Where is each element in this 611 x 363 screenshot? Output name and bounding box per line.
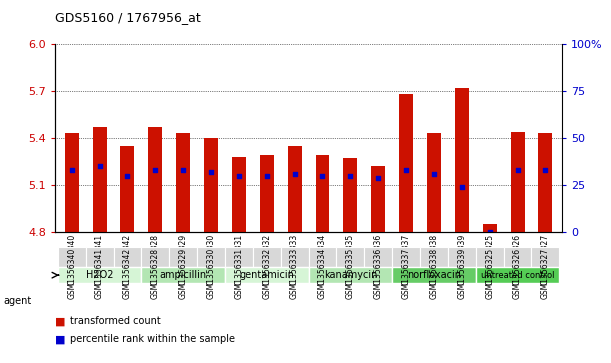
- Bar: [392, 247, 420, 267]
- Bar: [476, 247, 503, 267]
- Point: [178, 167, 188, 173]
- Point: [429, 171, 439, 177]
- Bar: [225, 247, 253, 267]
- Text: ampicillin: ampicillin: [159, 270, 207, 280]
- Bar: [280, 247, 309, 267]
- Bar: [427, 133, 441, 232]
- Bar: [309, 247, 337, 267]
- Text: ■: ■: [55, 334, 65, 344]
- Bar: [65, 133, 79, 232]
- Text: ■: ■: [55, 316, 65, 326]
- Text: GSM1356329: GSM1356329: [178, 248, 188, 299]
- Bar: [392, 267, 476, 283]
- Bar: [448, 247, 476, 267]
- Bar: [141, 267, 225, 283]
- Bar: [58, 267, 141, 283]
- Bar: [503, 247, 532, 267]
- Bar: [225, 267, 309, 283]
- Bar: [197, 247, 225, 267]
- Text: GSM1356326: GSM1356326: [513, 248, 522, 299]
- Point: [290, 171, 299, 177]
- Text: gentamicin: gentamicin: [240, 270, 294, 280]
- Text: percentile rank within the sample: percentile rank within the sample: [70, 334, 235, 344]
- Bar: [420, 247, 448, 267]
- Point: [401, 167, 411, 173]
- Text: GSM1356335: GSM1356335: [346, 248, 355, 299]
- Point: [67, 167, 76, 173]
- Text: transformed count: transformed count: [70, 316, 161, 326]
- Point: [150, 167, 160, 173]
- Bar: [232, 157, 246, 232]
- Bar: [169, 247, 197, 267]
- Bar: [58, 247, 86, 267]
- Bar: [343, 158, 357, 232]
- Text: GSM1356338: GSM1356338: [430, 248, 439, 299]
- Text: GSM1356330: GSM1356330: [207, 248, 216, 299]
- Bar: [141, 247, 169, 267]
- Bar: [399, 94, 413, 232]
- Text: GSM1356325: GSM1356325: [485, 248, 494, 299]
- Text: GDS5160 / 1767956_at: GDS5160 / 1767956_at: [55, 11, 201, 24]
- Bar: [288, 146, 302, 232]
- Bar: [364, 247, 392, 267]
- Bar: [483, 224, 497, 232]
- Bar: [204, 138, 218, 232]
- Text: norfloxacin: norfloxacin: [407, 270, 461, 280]
- Text: GSM1356332: GSM1356332: [262, 248, 271, 299]
- Text: GSM1356342: GSM1356342: [123, 248, 132, 299]
- Bar: [93, 127, 106, 232]
- Point: [457, 184, 467, 190]
- Point: [95, 163, 104, 169]
- Point: [373, 175, 383, 180]
- Text: GSM1356334: GSM1356334: [318, 248, 327, 299]
- Bar: [120, 146, 134, 232]
- Bar: [309, 267, 392, 283]
- Bar: [114, 247, 141, 267]
- Bar: [337, 247, 364, 267]
- Bar: [260, 155, 274, 232]
- Text: GSM1356333: GSM1356333: [290, 248, 299, 299]
- Bar: [253, 247, 280, 267]
- Bar: [476, 267, 559, 283]
- Bar: [148, 127, 163, 232]
- Bar: [315, 155, 329, 232]
- Bar: [455, 87, 469, 232]
- Point: [262, 173, 272, 179]
- Bar: [176, 133, 190, 232]
- Bar: [538, 133, 552, 232]
- Text: untreated control: untreated control: [481, 271, 554, 280]
- Point: [318, 173, 327, 179]
- Text: GSM1356339: GSM1356339: [457, 248, 466, 299]
- Text: agent: agent: [3, 296, 31, 306]
- Text: kanamycin: kanamycin: [324, 270, 377, 280]
- Text: H2O2: H2O2: [86, 270, 113, 280]
- Text: GSM1356327: GSM1356327: [541, 248, 550, 299]
- Point: [485, 229, 494, 235]
- Point: [234, 173, 244, 179]
- Text: GSM1356336: GSM1356336: [374, 248, 382, 299]
- Text: GSM1356337: GSM1356337: [401, 248, 411, 299]
- Bar: [532, 247, 559, 267]
- Bar: [511, 132, 524, 232]
- Text: GSM1356341: GSM1356341: [95, 248, 104, 299]
- Text: GSM1356340: GSM1356340: [67, 248, 76, 299]
- Bar: [371, 166, 385, 232]
- Point: [345, 173, 355, 179]
- Bar: [86, 247, 114, 267]
- Point: [206, 169, 216, 175]
- Point: [123, 173, 133, 179]
- Point: [513, 167, 522, 173]
- Text: GSM1356331: GSM1356331: [235, 248, 243, 299]
- Text: GSM1356328: GSM1356328: [151, 248, 160, 298]
- Point: [541, 167, 551, 173]
